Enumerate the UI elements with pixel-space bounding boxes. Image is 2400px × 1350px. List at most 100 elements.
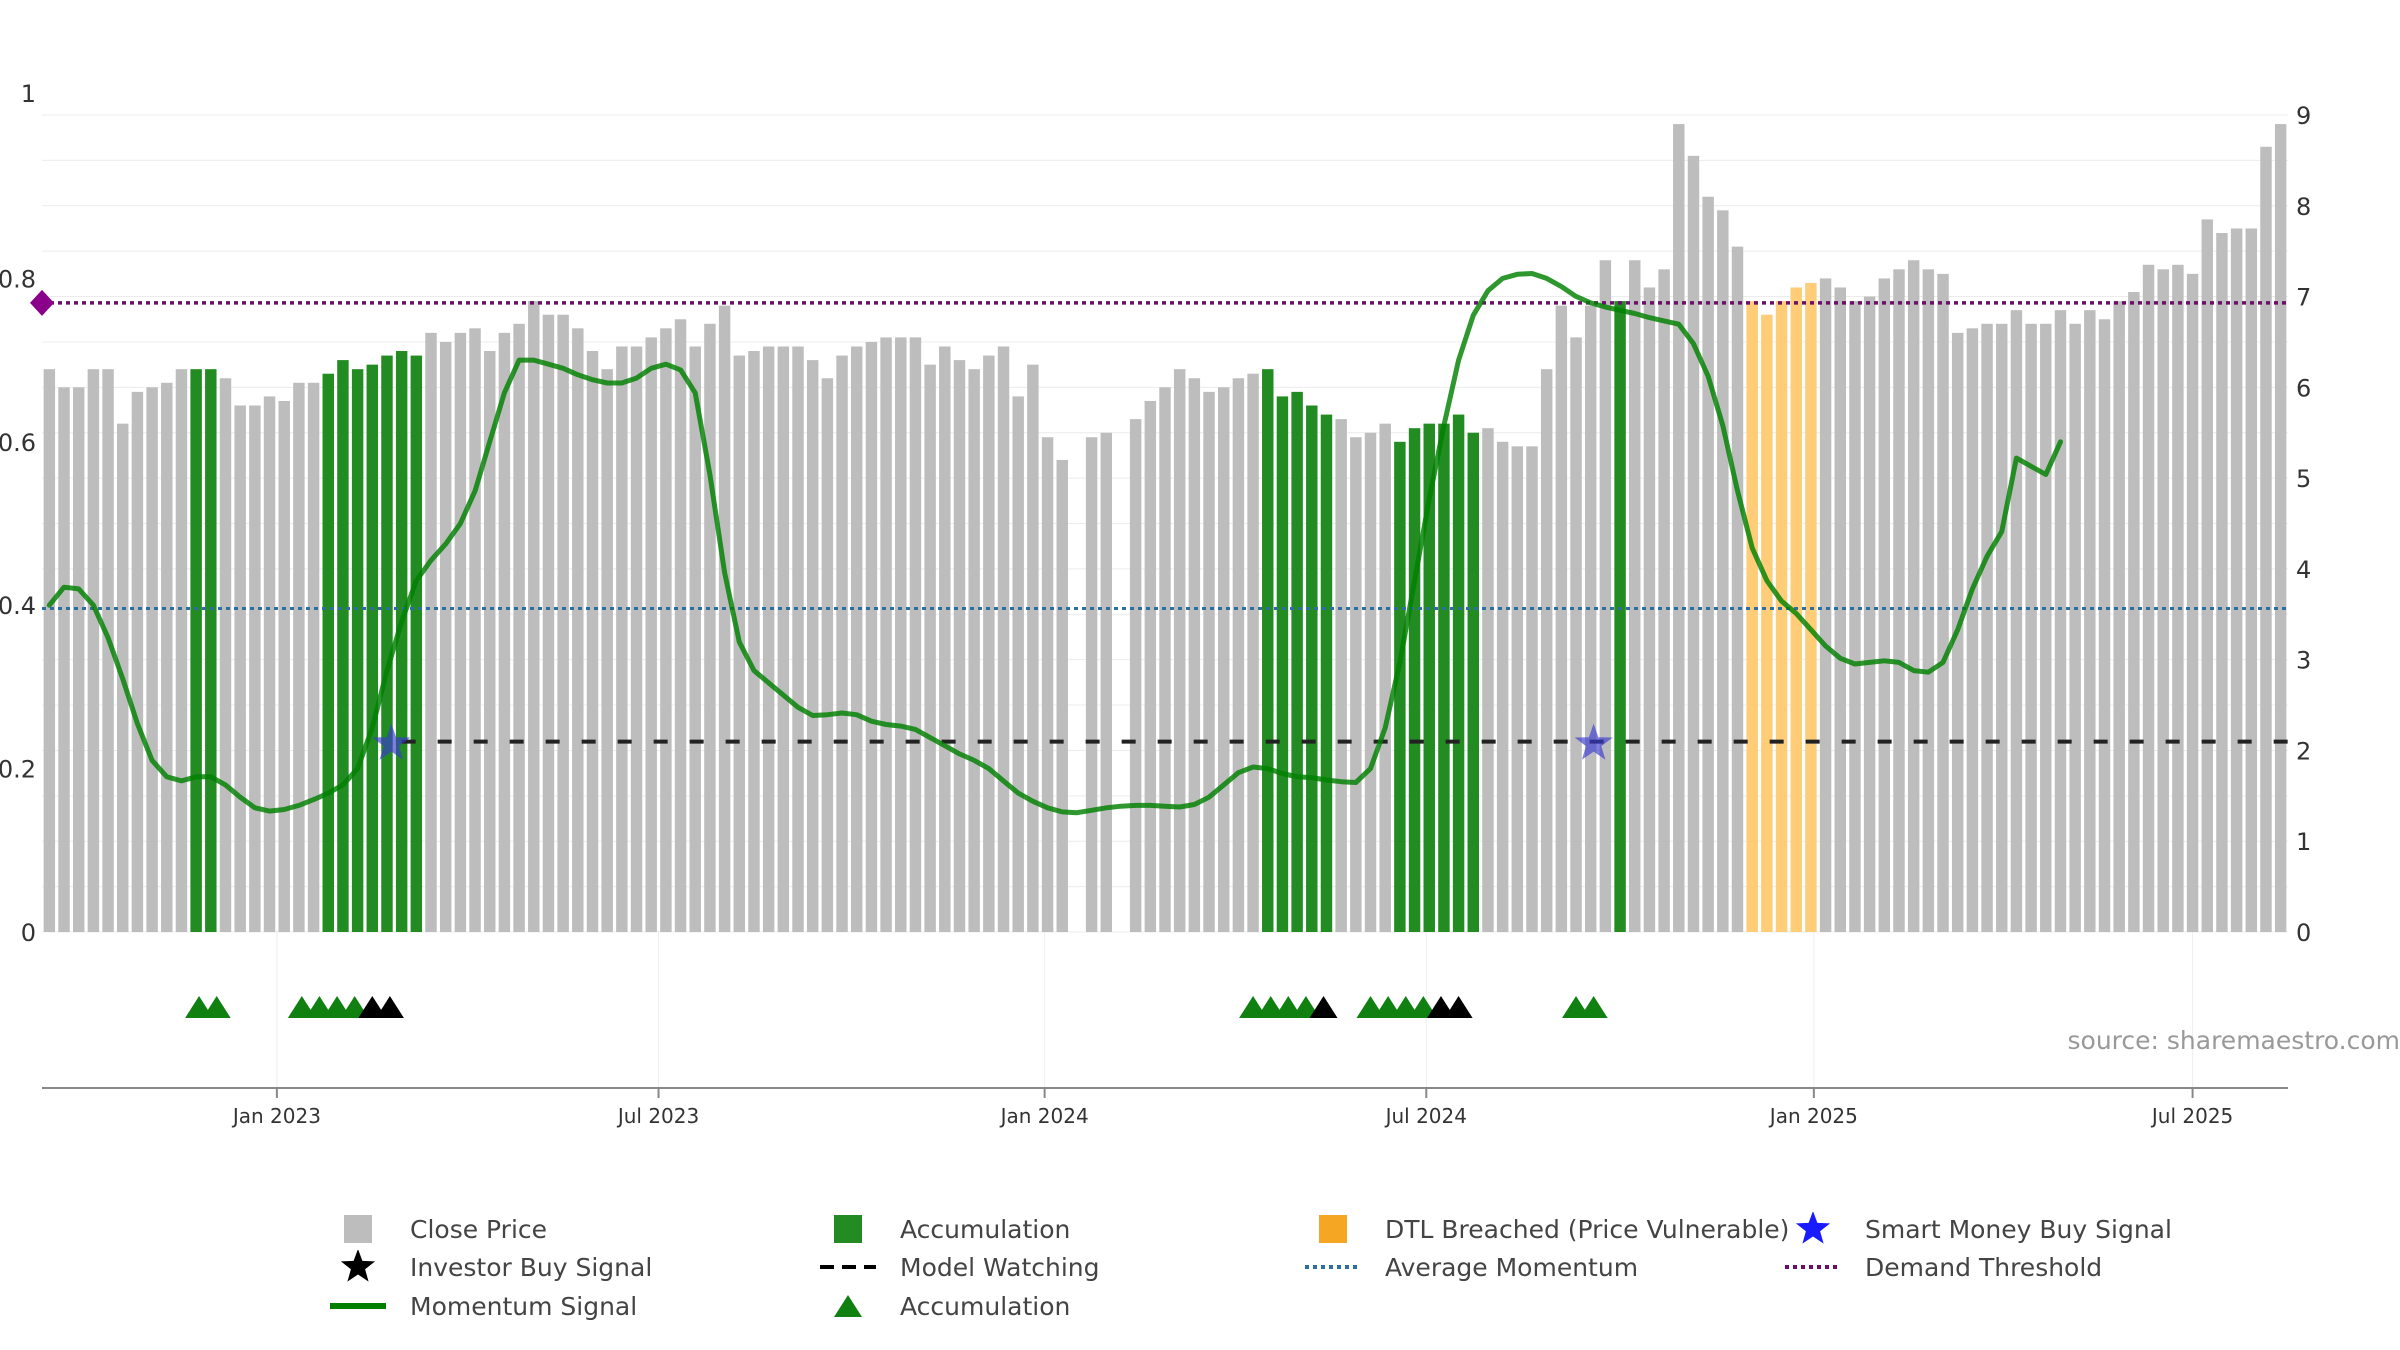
close-price-bar xyxy=(2172,264,2184,932)
close-price-bar xyxy=(2274,124,2287,933)
dtl-breached-bar xyxy=(1746,301,1758,932)
accumulation-marker-triangle-icon xyxy=(834,1295,862,1317)
smart-money-buy-signal-star-icon xyxy=(1795,1212,1831,1244)
close-price-bar xyxy=(777,346,790,932)
accumulation-marker xyxy=(202,996,231,1018)
close-price-bar xyxy=(1643,287,1656,932)
close-price-bar xyxy=(1203,391,1215,933)
demand-threshold-marker xyxy=(30,289,54,316)
close-price-bar xyxy=(1996,323,2008,932)
investor-buy-marker xyxy=(1444,996,1473,1018)
close-price-bar xyxy=(762,346,775,932)
close-price-bar xyxy=(1144,400,1157,932)
model-watching-legend-symbol xyxy=(820,1265,876,1269)
legend-label: DTL Breached (Price Vulnerable) xyxy=(1385,1214,1790,1244)
accumulation-bar xyxy=(351,369,364,933)
close-price-bar xyxy=(219,378,232,932)
legend-label: Investor Buy Signal xyxy=(410,1252,653,1282)
close-price-bar xyxy=(601,369,613,933)
smart-money-buy-signal-legend-symbol xyxy=(1795,1212,1831,1244)
momentum-signal-line xyxy=(46,271,2063,816)
accumulation-marker xyxy=(305,996,334,1018)
accumulation-marker xyxy=(1239,996,1268,1018)
close-price-bar xyxy=(1027,364,1039,932)
close-price-bar xyxy=(1893,269,1905,932)
close-price-bar xyxy=(1482,428,1494,932)
legend-label: Momentum Signal xyxy=(410,1291,638,1321)
accumulation-bar xyxy=(1408,428,1421,932)
close-price-bar xyxy=(909,337,922,933)
close-price-bar xyxy=(1673,124,1685,933)
legend-item-investor-buy-signal: Investor Buy Signal xyxy=(330,1250,652,1284)
close-price-bar xyxy=(2142,264,2155,932)
legend-item-demand-threshold: Demand Threshold xyxy=(1785,1250,2102,1284)
close-price-bar xyxy=(1526,446,1538,932)
axes: Jan 2023 Jul 2023 Jan 2024 Jul 2024 Jan 2025… xyxy=(0,80,2311,1128)
accumulation-bar xyxy=(1438,423,1450,932)
close-price-bar xyxy=(161,382,173,932)
close-price-bar xyxy=(2084,310,2096,932)
dtl-breached-swatch xyxy=(1319,1215,1347,1243)
close-price-bar xyxy=(131,391,144,933)
close-price-bar xyxy=(821,378,834,932)
accumulation-bar xyxy=(395,351,408,932)
accumulation-bar xyxy=(322,373,334,932)
legend-label: Smart Money Buy Signal xyxy=(1865,1214,2172,1244)
close-price-bar xyxy=(630,346,643,932)
close-price-bar xyxy=(2201,219,2213,933)
momentum-signal-path xyxy=(46,271,2063,816)
close-price-bar xyxy=(87,369,100,933)
left-axis-tick-label: 0.8 xyxy=(0,265,36,293)
close-price-bar xyxy=(58,387,70,932)
close-price-bar xyxy=(2245,228,2258,932)
close-price-bar xyxy=(1350,437,1362,932)
x-tick-label: Jan 2025 xyxy=(1768,1104,1858,1128)
right-axis-tick-label: 6 xyxy=(2296,374,2311,402)
accumulation-marker xyxy=(323,996,352,1018)
close-price-bar xyxy=(2113,301,2125,932)
legend-item-close-price: Close Price xyxy=(330,1212,547,1246)
right-axis-tick-label: 4 xyxy=(2296,556,2311,584)
left-axis-tick-label: 1 xyxy=(21,80,36,108)
close-price-bar xyxy=(645,337,657,933)
accumulation-bar xyxy=(1276,396,1289,932)
close-price-bar xyxy=(175,369,188,933)
accumulation-legend-symbol xyxy=(834,1215,862,1243)
accumulation-marker xyxy=(1409,996,1438,1018)
close-price-bar xyxy=(1878,278,1891,932)
accumulation-bar xyxy=(381,355,393,932)
accumulation-bar xyxy=(1452,414,1465,933)
close-price-bar xyxy=(1981,323,1993,932)
left-axis-tick-label: 0 xyxy=(21,919,36,947)
close-price-bar xyxy=(2128,292,2140,932)
close-price-bar xyxy=(1849,301,1861,932)
close-price-bar xyxy=(1863,296,1876,932)
right-axis-tick-label: 0 xyxy=(2296,919,2311,947)
close-price-bar xyxy=(1173,369,1186,933)
close-price-bar xyxy=(542,314,555,932)
accumulation-marker xyxy=(1562,996,1591,1018)
accumulation-bar xyxy=(1320,414,1333,933)
left-axis-tick-label: 0.4 xyxy=(0,592,36,620)
x-tick-label: Jul 2025 xyxy=(2150,1104,2233,1128)
price-bars xyxy=(43,124,2287,933)
left-axis-tick-label: 0.6 xyxy=(0,429,36,457)
close-price-bar xyxy=(660,328,672,933)
close-price-bar xyxy=(1599,260,1612,932)
right-axis-tick-label: 2 xyxy=(2296,737,2311,765)
right-axis-tick-label: 8 xyxy=(2296,193,2311,221)
close-price-bar xyxy=(1496,441,1509,932)
right-axis-tick-label: 5 xyxy=(2296,465,2311,493)
close-price-bar xyxy=(513,323,525,932)
investor-buy-marker xyxy=(1426,996,1455,1018)
close-price-bar xyxy=(1232,378,1245,932)
close-price-bar xyxy=(1188,378,1201,932)
close-price-bar xyxy=(2098,319,2111,932)
close-price-bar xyxy=(1584,305,1597,933)
accumulation-bar xyxy=(1423,423,1435,932)
right-axis-tick-label: 3 xyxy=(2296,647,2311,675)
accumulation-bar xyxy=(1467,432,1479,932)
close-price-bar xyxy=(836,355,848,932)
investor-buy-marker xyxy=(358,996,387,1018)
close-price-bar xyxy=(1907,260,1920,932)
